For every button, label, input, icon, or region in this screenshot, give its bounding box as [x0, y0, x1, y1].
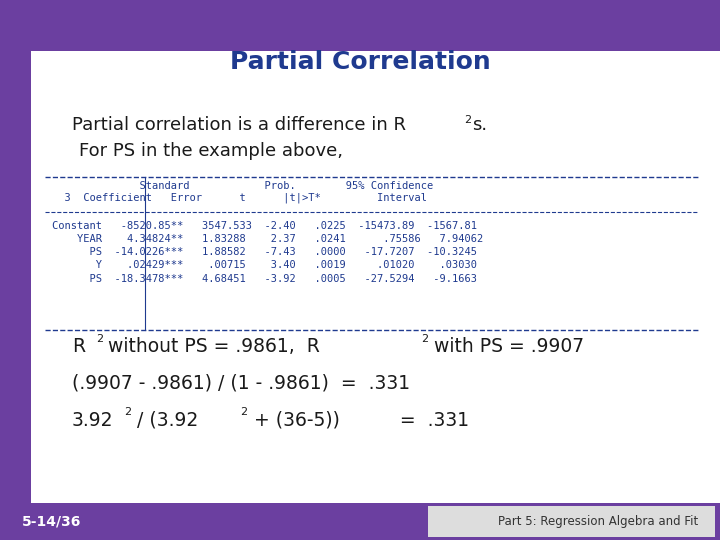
Text: + (36-5))          =  .331: + (36-5)) = .331	[248, 410, 469, 430]
Text: Standard            Prob.        95% Confidence: Standard Prob. 95% Confidence	[52, 181, 433, 191]
Text: YEAR    4.34824**   1.83288    2.37   .0241      .75586   7.94062: YEAR 4.34824** 1.83288 2.37 .0241 .75586…	[52, 234, 483, 244]
Text: 5-14/36: 5-14/36	[22, 515, 81, 529]
Text: Partial correlation is a difference in R: Partial correlation is a difference in R	[72, 116, 406, 134]
Text: 2: 2	[125, 407, 132, 417]
Text: 3.92: 3.92	[72, 410, 114, 430]
Text: For PS in the example above,: For PS in the example above,	[79, 142, 343, 160]
Text: s.: s.	[472, 116, 487, 134]
Text: without PS = .9861,  R: without PS = .9861, R	[102, 337, 320, 356]
Text: with PS = .9907: with PS = .9907	[428, 337, 584, 356]
Text: Constant   -8520.85**   3547.533  -2.40   .0225  -15473.89  -1567.81: Constant -8520.85** 3547.533 -2.40 .0225…	[52, 221, 477, 231]
Text: 2: 2	[421, 334, 428, 343]
Text: Partial Correlation: Partial Correlation	[230, 50, 490, 74]
Text: 2: 2	[240, 407, 248, 417]
Text: Y    .02429***    .00715    3.40   .0019     .01020    .03030: Y .02429*** .00715 3.40 .0019 .01020 .03…	[52, 260, 477, 269]
Text: PS  -14.0226***   1.88582   -7.43   .0000   -17.7207  -10.3245: PS -14.0226*** 1.88582 -7.43 .0000 -17.7…	[52, 247, 477, 256]
Text: Part 5: Regression Algebra and Fit: Part 5: Regression Algebra and Fit	[498, 515, 698, 528]
Text: / (3.92: / (3.92	[131, 410, 198, 430]
Text: (.9907 - .9861) / (1 - .9861)  =  .331: (.9907 - .9861) / (1 - .9861) = .331	[72, 374, 410, 393]
Text: PS  -18.3478***   4.68451   -3.92   .0005   -27.5294   -9.1663: PS -18.3478*** 4.68451 -3.92 .0005 -27.5…	[52, 274, 477, 284]
Text: 2: 2	[96, 334, 103, 343]
Text: 2: 2	[464, 115, 472, 125]
Text: 3  Coefficient   Error      t      |t|>T*         Interval: 3 Coefficient Error t |t|>T* Interval	[52, 192, 427, 203]
Text: R: R	[72, 337, 85, 356]
